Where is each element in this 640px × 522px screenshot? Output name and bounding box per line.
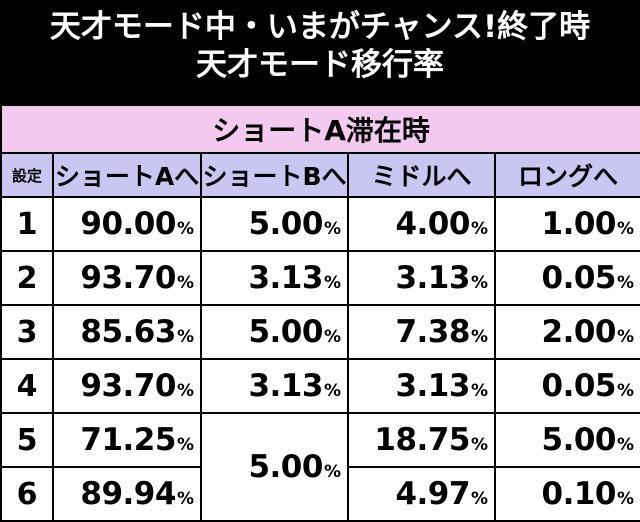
setting-label: 6 [0, 466, 54, 522]
setting-label: 2 [0, 250, 54, 306]
value-cell: 3.13% [347, 250, 496, 306]
value-cell: 3.13% [200, 358, 349, 414]
value-number: 5.00 [248, 206, 323, 242]
value-cell: 5.00% [200, 304, 349, 360]
value-cell: 85.63% [52, 304, 202, 360]
percent-sign: % [323, 462, 341, 482]
value-cell: 7.38% [347, 304, 496, 360]
value-number: 5.00 [541, 422, 617, 458]
value-number: 71.25 [80, 422, 176, 458]
value-cell: 4.00% [347, 196, 496, 252]
percent-sign: % [323, 327, 341, 347]
value-cell: 3.13% [347, 358, 496, 414]
setting-label: 3 [0, 304, 54, 360]
percent-sign: % [176, 273, 194, 293]
value-cell: 0.05% [493, 250, 640, 306]
value-number: 0.05 [541, 260, 617, 296]
value-number: 4.00 [395, 206, 470, 242]
percent-sign: % [617, 273, 635, 293]
column-header: ミドルへ [347, 152, 496, 198]
value-number: 5.00 [248, 314, 323, 350]
value-number: 3.13 [248, 368, 323, 404]
column-header: ショートBへ [200, 152, 349, 198]
value-number: 4.97 [395, 476, 470, 512]
value-cell: 5.00% [200, 196, 349, 252]
value-cell: 71.25% [52, 412, 202, 468]
transition-rate-table: ショートA滞在時 設定 ショートAへ ショートBへ ミドルへ ロングへ 1 90… [0, 104, 640, 522]
table-row: 3 85.63% 5.00% 7.38% 2.00% [0, 304, 640, 360]
merged-value-cell: 5.00% [200, 412, 349, 522]
value-number: 90.00 [80, 206, 176, 242]
percent-sign: % [323, 381, 341, 401]
value-number: 7.38 [395, 314, 470, 350]
percent-sign: % [176, 489, 194, 509]
value-cell: 0.10% [493, 466, 640, 522]
table-row: 2 93.70% 3.13% 3.13% 0.05% [0, 250, 640, 306]
setting-label: 5 [0, 412, 54, 468]
percent-sign: % [470, 273, 488, 293]
title-line-1: 天才モード中・いまがチャンス!終了時 [49, 9, 591, 45]
percent-sign: % [176, 327, 194, 347]
percent-sign: % [470, 327, 488, 347]
table-row: 5 71.25% 5.00% 18.75% 5.00% [0, 412, 640, 522]
percent-sign: % [617, 381, 635, 401]
percent-sign: % [617, 327, 635, 347]
value-number: 0.10 [541, 476, 617, 512]
percent-sign: % [617, 219, 635, 239]
column-header: ショートAへ [52, 152, 202, 198]
percent-sign: % [617, 435, 635, 455]
value-number: 3.13 [395, 368, 470, 404]
value-number: 0.05 [541, 368, 617, 404]
percent-sign: % [617, 489, 635, 509]
section-header: ショートA滞在時 [0, 104, 640, 154]
table-row: 1 90.00% 5.00% 4.00% 1.00% [0, 196, 640, 252]
value-cell: 93.70% [52, 250, 202, 306]
value-number: 93.70 [80, 368, 176, 404]
value-number: 93.70 [80, 260, 176, 296]
percent-sign: % [470, 489, 488, 509]
percent-sign: % [323, 273, 341, 293]
value-cell: 2.00% [493, 304, 640, 360]
value-number: 85.63 [80, 314, 176, 350]
value-cell: 3.13% [200, 250, 349, 306]
title-line-2: 天才モード移行率 [196, 47, 444, 83]
percent-sign: % [470, 381, 488, 401]
percent-sign: % [176, 435, 194, 455]
setting-label: 1 [0, 196, 54, 252]
corner-header: 設定 [0, 152, 54, 198]
percent-sign: % [470, 219, 488, 239]
value-cell: 93.70% [52, 358, 202, 414]
value-cell: 18.75% [347, 412, 496, 468]
setting-label: 4 [0, 358, 54, 414]
page-title: 天才モード中・いまがチャンス!終了時 天才モード移行率 [0, 0, 640, 104]
percent-sign: % [470, 435, 488, 455]
value-cell: 89.94% [52, 466, 202, 522]
table-row: 6 89.94% 4.97% 0.10% [0, 466, 640, 522]
value-number: 89.94 [80, 476, 176, 512]
percent-sign: % [176, 381, 194, 401]
value-cell: 5.00% [493, 412, 640, 468]
value-number: 3.13 [248, 260, 323, 296]
percent-sign: % [323, 219, 341, 239]
value-number: 3.13 [395, 260, 470, 296]
value-cell: 90.00% [52, 196, 202, 252]
table-row: 4 93.70% 3.13% 3.13% 0.05% [0, 358, 640, 414]
value-number: 2.00 [541, 314, 617, 350]
percent-sign: % [176, 219, 194, 239]
value-cell: 0.05% [493, 358, 640, 414]
value-cell: 4.97% [347, 466, 496, 522]
value-number: 5.00 [248, 449, 323, 485]
value-number: 18.75 [374, 422, 470, 458]
value-cell: 1.00% [493, 196, 640, 252]
column-header: ロングへ [493, 152, 640, 198]
value-number: 1.00 [541, 206, 617, 242]
